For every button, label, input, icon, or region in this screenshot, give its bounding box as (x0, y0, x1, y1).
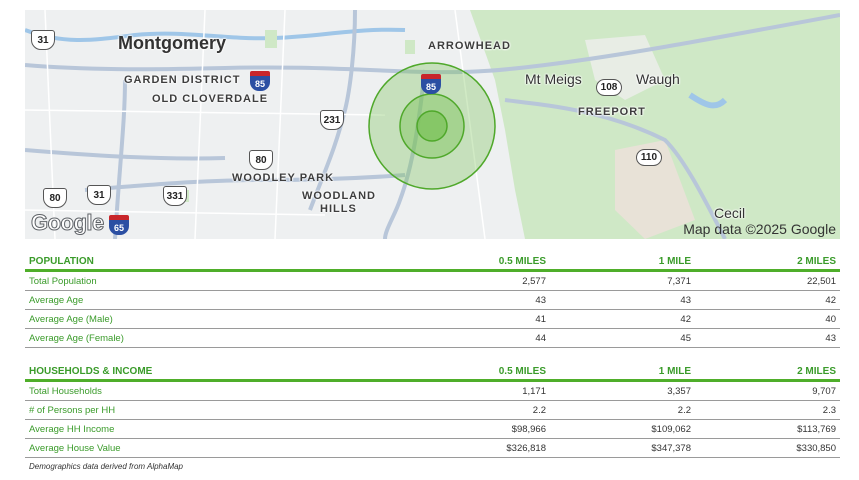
value-0-5-miles: 2,577 (345, 270, 550, 291)
value-0-5-miles: 43 (345, 290, 550, 310)
value-1-mile: 42 (550, 309, 695, 329)
interstate-65-shield: 65 (109, 215, 129, 235)
column-0-5-miles: 0.5 MILES (345, 253, 550, 272)
row-label: Total Households (25, 380, 345, 401)
value-0-5-miles: 44 (345, 328, 550, 348)
label-woodley-park: WOODLEY PARK (232, 172, 335, 184)
label-garden-district: GARDEN DISTRICT (124, 74, 241, 86)
value-0-5-miles: 41 (345, 309, 550, 329)
table-row: Average Age (Male) 41 42 40 (25, 309, 840, 329)
population-header-row: POPULATION 0.5 MILES 1 MILE 2 MILES (25, 253, 840, 272)
row-label: # of Persons per HH (25, 400, 345, 420)
households-heading: HOUSEHOLDS & INCOME (25, 363, 345, 382)
row-label: Average HH Income (25, 419, 345, 439)
us-80-shield-west: 80 (43, 188, 67, 208)
table-row: Average House Value $326,818 $347,378 $3… (25, 438, 840, 458)
label-freeport: FREEPORT (578, 106, 646, 118)
label-montgomery: Montgomery (118, 33, 226, 53)
value-2-miles: 9,707 (695, 380, 840, 401)
us-31-shield-south: 31 (87, 185, 111, 205)
location-map[interactable]: Montgomery GARDEN DISTRICT OLD CLOVERDAL… (25, 10, 840, 239)
column-2-miles: 2 MILES (695, 253, 840, 272)
households-income-table: HOUSEHOLDS & INCOME 0.5 MILES 1 MILE 2 M… (25, 363, 840, 458)
lake (688, 92, 728, 109)
ring-0-5-miles (416, 110, 448, 142)
label-cecil: Cecil (714, 205, 746, 221)
value-1-mile: $347,378 (550, 438, 695, 458)
value-1-mile: 7,371 (550, 270, 695, 291)
park (265, 30, 277, 48)
row-label: Average Age (Female) (25, 328, 345, 348)
label-woodland-hills-line2: HILLS (320, 203, 357, 215)
value-1-mile: 2.2 (550, 400, 695, 420)
value-0-5-miles: 2.2 (345, 400, 550, 420)
column-1-mile: 1 MILE (550, 253, 695, 272)
radius-rings (368, 62, 496, 190)
us-31-shield: 31 (31, 30, 55, 50)
river (25, 27, 406, 42)
data-source-footnote: Demographics data derived from AlphaMap (29, 462, 184, 471)
label-arrowhead: ARROWHEAD (428, 40, 511, 52)
row-label: Average House Value (25, 438, 345, 458)
us-331-shield: 331 (163, 186, 187, 206)
value-0-5-miles: $98,966 (345, 419, 550, 439)
interstate-85-shield-west: 85 (250, 71, 270, 91)
rural-area (470, 10, 840, 239)
value-2-miles: 42 (695, 290, 840, 310)
google-logo: Google (31, 210, 105, 236)
value-2-miles: $330,850 (695, 438, 840, 458)
column-0-5-miles: 0.5 MILES (345, 363, 550, 382)
map-canvas (25, 10, 840, 239)
value-2-miles: 43 (695, 328, 840, 348)
route-110-shield: 110 (636, 149, 662, 166)
park (405, 40, 415, 54)
table-row: # of Persons per HH 2.2 2.2 2.3 (25, 400, 840, 420)
value-2-miles: $113,769 (695, 419, 840, 439)
label-woodland-hills-line1: WOODLAND (302, 190, 376, 202)
column-2-miles: 2 MILES (695, 363, 840, 382)
label-old-cloverdale: OLD CLOVERDALE (152, 93, 269, 105)
value-2-miles: 2.3 (695, 400, 840, 420)
population-heading: POPULATION (25, 253, 345, 272)
row-label: Average Age (25, 290, 345, 310)
interstate-85-shield-east: 85 (421, 74, 441, 94)
highways (25, 10, 840, 239)
table-row: Average HH Income $98,966 $109,062 $113,… (25, 419, 840, 439)
value-1-mile: 3,357 (550, 380, 695, 401)
value-1-mile: $109,062 (550, 419, 695, 439)
table-row: Total Households 1,171 3,357 9,707 (25, 380, 840, 401)
value-1-mile: 43 (550, 290, 695, 310)
column-1-mile: 1 MILE (550, 363, 695, 382)
value-0-5-miles: $326,818 (345, 438, 550, 458)
row-label: Total Population (25, 270, 345, 291)
us-231-shield: 231 (320, 110, 344, 130)
table-row: Total Population 2,577 7,371 22,501 (25, 270, 840, 291)
table-row: Average Age (Female) 44 45 43 (25, 328, 840, 348)
us-80-shield: 80 (249, 150, 273, 170)
label-mt-meigs: Mt Meigs (525, 71, 582, 87)
value-2-miles: 22,501 (695, 270, 840, 291)
row-label: Average Age (Male) (25, 309, 345, 329)
route-108-shield: 108 (596, 79, 622, 96)
households-header-row: HOUSEHOLDS & INCOME 0.5 MILES 1 MILE 2 M… (25, 363, 840, 382)
map-data-credit: Map data ©2025 Google (683, 221, 836, 237)
label-waugh: Waugh (636, 71, 680, 87)
developed-area (615, 140, 695, 239)
value-1-mile: 45 (550, 328, 695, 348)
population-table: POPULATION 0.5 MILES 1 MILE 2 MILES Tota… (25, 253, 840, 348)
table-row: Average Age 43 43 42 (25, 290, 840, 310)
value-2-miles: 40 (695, 309, 840, 329)
value-0-5-miles: 1,171 (345, 380, 550, 401)
